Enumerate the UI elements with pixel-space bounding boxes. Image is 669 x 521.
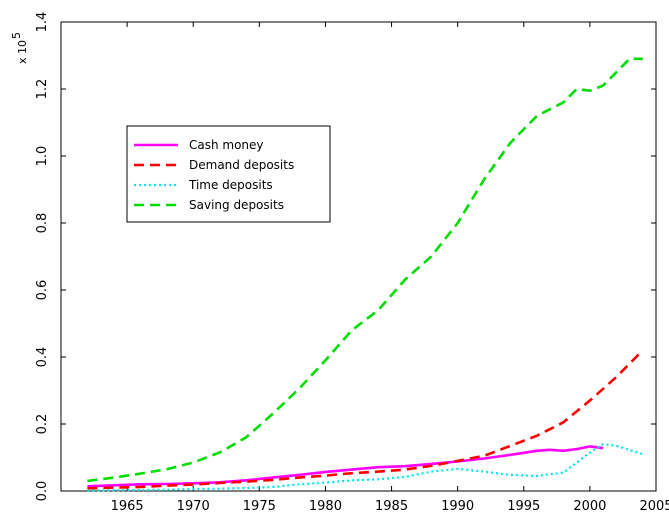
y-tick-label: 1.4 [35,12,50,33]
x-tick-label: 1970 [177,499,210,514]
x-tick-label: 1990 [441,499,474,514]
y-tick-label: 1.0 [35,146,50,167]
legend-label: Saving deposits [189,198,284,212]
y-tick-label: 0.6 [35,280,50,301]
x-tick-label: 1975 [243,499,276,514]
y-tick-label: 1.2 [35,79,50,100]
series-line-1 [87,349,644,490]
y-tick-label: 0.8 [35,213,50,234]
x-tick-label: 2005 [639,499,669,514]
series-line-0 [87,445,604,488]
x-tick-label: 2000 [573,499,606,514]
x-tick-label: 1995 [507,499,540,514]
legend-label: Demand deposits [189,158,294,172]
legend-label: Time deposits [188,178,273,192]
x-tick-label: 1980 [309,499,342,514]
series-line-2 [87,443,644,492]
y-axis: 0.0 0.2 0.4 0.6 0.8 1.0 1.2 1.4 [35,12,656,502]
series-layer [87,57,644,492]
y-tick-label: 0.0 [35,481,50,502]
legend: Cash money Demand deposits Time deposits Sa… [126,125,331,223]
y-multiplier-label: x 10 [16,40,29,64]
x-tick-label: 1965 [111,499,144,514]
y-tick-label: 0.2 [35,414,50,435]
x-tick-label: 1985 [375,499,408,514]
y-tick-label: 0.4 [35,347,50,368]
y-multiplier-exponent: 5 [10,32,23,39]
plot-area [60,21,657,492]
series-line-3 [87,57,643,483]
legend-box [126,125,331,223]
y-multiplier: x 10 5 [10,32,29,64]
legend-label: Cash money [189,138,264,152]
x-axis: 1965 1970 1975 1980 1985 1990 1995 2000 2005 [111,22,669,514]
